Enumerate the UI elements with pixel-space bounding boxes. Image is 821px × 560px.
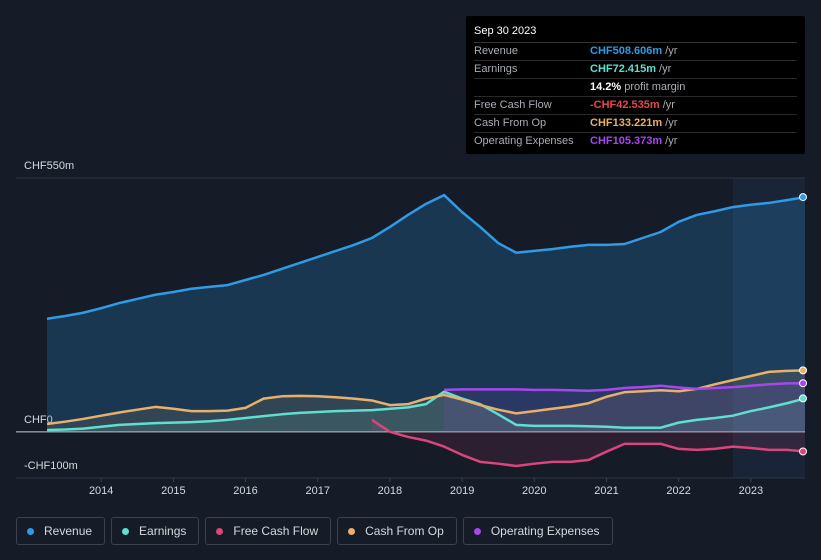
legend-dot: [473, 527, 481, 535]
x-tick-label: 2016: [233, 485, 257, 497]
tooltip-row: Revenue CHF508.606m/yr: [474, 43, 797, 61]
tooltip-row: Earnings CHF72.415m/yr: [474, 61, 797, 79]
tooltip-row: 14.2% profit margin: [474, 79, 797, 97]
tooltip-value: CHF508.606m: [590, 45, 663, 57]
tooltip-row: Free Cash Flow -CHF42.535m/yr: [474, 97, 797, 115]
x-tick-label: 2015: [161, 485, 185, 497]
tooltip-value: CHF133.221m: [590, 117, 663, 129]
series-line: [371, 418, 806, 468]
tooltip-unit: /yr: [662, 99, 675, 111]
chart: CHF550m CHF0 -CHF100m 2014 2015 2016 2017 2018 2…: [16, 160, 807, 497]
tooltip-unit: /yr: [665, 135, 678, 147]
legend: Revenue Earnings Free Cash Flow Cash From O…: [16, 517, 613, 545]
series-area: [371, 419, 805, 466]
tooltip-row: Cash From Op CHF133.221m/yr: [474, 115, 797, 133]
tooltip-label: Cash From Op: [474, 117, 547, 129]
legend-label: Operating Expenses: [490, 524, 600, 538]
end-marker: [799, 394, 807, 403]
tooltip-value: CHF105.373m: [590, 135, 663, 147]
x-tick-label: 2018: [378, 485, 402, 497]
tooltip-label: Revenue: [474, 45, 519, 57]
end-marker: [799, 447, 807, 456]
tooltip: Sep 30 2023 Revenue CHF508.606m/yr Earning…: [466, 16, 805, 154]
legend-item[interactable]: Operating Expenses: [462, 517, 613, 545]
legend-dot: [27, 527, 34, 535]
x-tick-label: 2014: [89, 485, 113, 497]
lines: [46, 193, 807, 468]
series-line: [444, 381, 806, 393]
tooltip-value: 14.2%: [590, 81, 622, 93]
tooltip-label: [474, 79, 590, 96]
tooltip-unit: /yr: [665, 117, 678, 129]
series-area: [47, 391, 805, 432]
legend-label: Earnings: [139, 524, 187, 538]
x-tick-label: 2023: [739, 485, 763, 497]
tooltip-unit: profit margin: [624, 81, 686, 93]
tooltip-unit: /yr: [659, 63, 672, 75]
legend-dot: [216, 527, 224, 535]
series-line: [46, 193, 806, 321]
legend-item[interactable]: Revenue: [16, 517, 106, 545]
y-tick-label: CHF0: [24, 414, 53, 426]
series-line: [46, 369, 806, 426]
legend-dot: [122, 527, 130, 535]
tooltip-date: Sep 30 2023: [474, 23, 797, 43]
highlight-band: [733, 178, 805, 478]
y-tick-label: CHF550m: [24, 160, 74, 172]
tooltip-unit: /yr: [665, 45, 678, 57]
series-area: [444, 383, 805, 432]
end-marker: [799, 193, 807, 202]
x-tick-label: 2022: [666, 485, 690, 497]
tooltip-label: Free Cash Flow: [474, 99, 552, 111]
legend-item[interactable]: Earnings: [111, 517, 200, 545]
legend-item[interactable]: Free Cash Flow: [205, 517, 332, 545]
y-tick-label: -CHF100m: [24, 460, 78, 472]
tooltip-value: CHF72.415m: [590, 63, 657, 75]
legend-label: Cash From Op: [365, 524, 444, 538]
x-tick-label: 2021: [594, 485, 618, 497]
tooltip-label: Earnings: [474, 63, 518, 75]
series-area: [47, 370, 805, 432]
legend-item[interactable]: Cash From Op: [337, 517, 457, 545]
x-tick-label: 2020: [522, 485, 546, 497]
end-marker: [799, 379, 807, 388]
series-line: [47, 390, 806, 432]
tooltip-label: Operating Expenses: [474, 135, 574, 147]
x-tick-label: 2019: [450, 485, 474, 497]
areas: [47, 195, 805, 466]
legend-label: Revenue: [44, 524, 93, 538]
legend-label: Free Cash Flow: [233, 524, 319, 538]
end-marker: [799, 366, 807, 375]
x-tick-label: 2017: [305, 485, 329, 497]
legend-dot: [348, 527, 356, 535]
tooltip-row: Operating Expenses CHF105.373m/yr: [474, 133, 797, 150]
series-area: [47, 195, 805, 432]
tooltip-value: -CHF42.535m: [590, 99, 660, 111]
